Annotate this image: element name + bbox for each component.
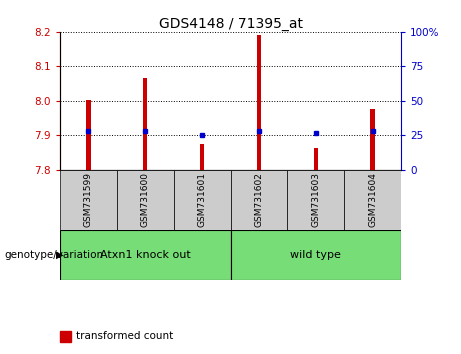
Text: ▶: ▶ [56,250,64,260]
Bar [174,170,230,230]
Text: GSM731604: GSM731604 [368,172,377,227]
Text: GSM731603: GSM731603 [311,172,320,227]
Bar [60,230,230,280]
Text: GSM731602: GSM731602 [254,172,263,227]
Text: GSM731599: GSM731599 [84,172,93,227]
Text: Atxn1 knock out: Atxn1 knock out [100,250,190,260]
Bar [287,170,344,230]
Bar [143,79,148,170]
Bar [370,109,375,170]
Bar [117,170,174,230]
Bar [344,170,401,230]
Title: GDS4148 / 71395_at: GDS4148 / 71395_at [159,17,302,31]
Text: GSM731601: GSM731601 [198,172,207,227]
Bar [60,170,117,230]
Text: GSM731600: GSM731600 [141,172,150,227]
Bar [257,35,261,170]
Bar [230,230,401,280]
Bar [313,148,318,170]
Bar [86,100,91,170]
Text: transformed count: transformed count [76,331,173,341]
Bar [230,170,287,230]
Text: wild type: wild type [290,250,341,260]
Bar [200,144,204,170]
Text: genotype/variation: genotype/variation [5,250,104,260]
